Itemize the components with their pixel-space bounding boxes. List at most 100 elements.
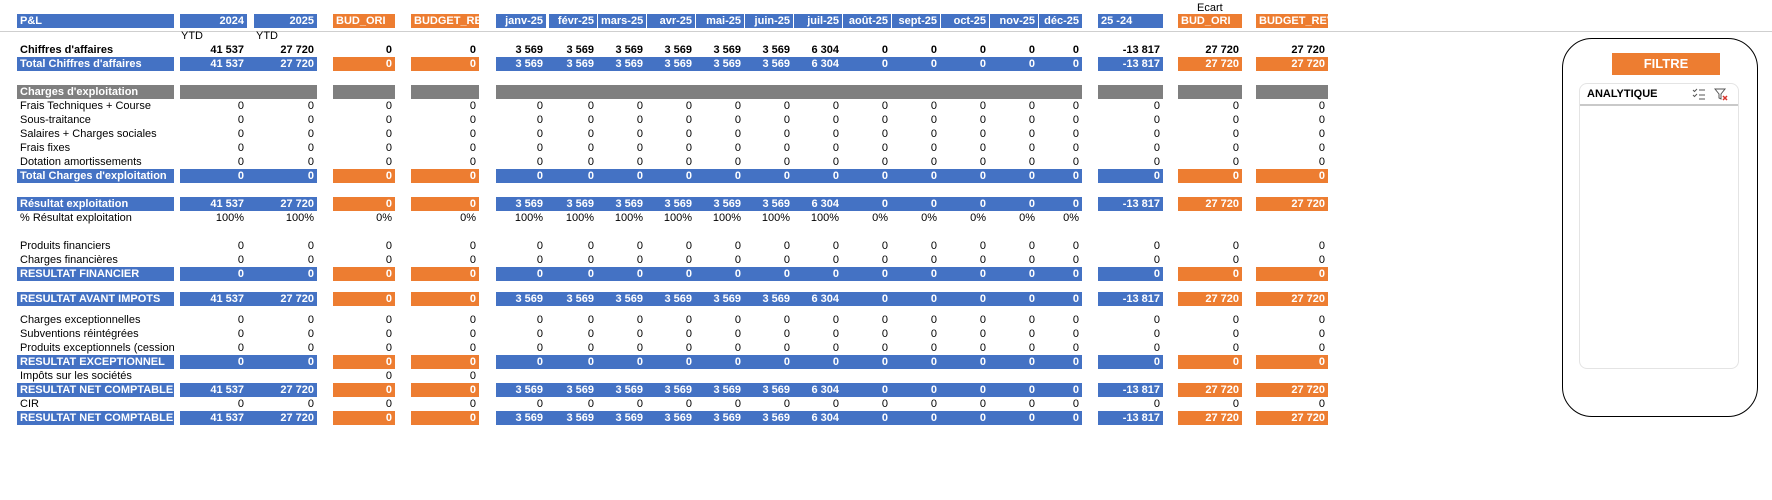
value-cell[interactable]: [843, 369, 891, 383]
value-cell[interactable]: 0%: [872, 212, 888, 224]
value-cell[interactable]: 0: [979, 342, 986, 354]
value-cell[interactable]: 0: [385, 398, 392, 410]
value-cell[interactable]: 27 720: [280, 293, 314, 305]
value-cell[interactable]: 0: [1072, 254, 1079, 266]
value-cell[interactable]: 0%: [921, 212, 937, 224]
value-cell[interactable]: 0: [587, 240, 594, 252]
value-cell[interactable]: 0: [1028, 170, 1035, 182]
value-cell[interactable]: 0: [881, 156, 888, 168]
value-cell[interactable]: 0: [237, 356, 244, 368]
value-cell[interactable]: 0: [832, 268, 839, 280]
value-cell[interactable]: 0: [307, 142, 314, 154]
value-cell[interactable]: 27 720: [280, 198, 314, 210]
value-cell[interactable]: 0: [1318, 254, 1325, 266]
value-cell[interactable]: 3 569: [615, 293, 643, 305]
value-cell[interactable]: 0: [685, 170, 692, 182]
value-cell[interactable]: 0: [237, 328, 244, 340]
value-cell[interactable]: 0: [832, 254, 839, 266]
value-cell[interactable]: 0: [469, 198, 476, 210]
value-cell[interactable]: 0: [1318, 356, 1325, 368]
value-cell[interactable]: 0: [930, 293, 937, 305]
value-cell[interactable]: 0: [1028, 293, 1035, 305]
value-cell[interactable]: 0: [385, 58, 392, 70]
column-header[interactable]: févr-25: [549, 14, 597, 28]
value-cell[interactable]: 0: [237, 100, 244, 112]
value-cell[interactable]: 0: [1072, 314, 1079, 326]
column-header[interactable]: janv-25: [496, 14, 546, 28]
value-cell[interactable]: -13 817: [1122, 44, 1160, 56]
value-cell[interactable]: 0: [469, 58, 476, 70]
value-cell[interactable]: 0: [536, 170, 543, 182]
value-cell[interactable]: 0: [307, 398, 314, 410]
value-cell[interactable]: 27 720: [1205, 44, 1239, 56]
value-cell[interactable]: 0: [1028, 398, 1035, 410]
value-cell[interactable]: 0: [685, 398, 692, 410]
value-cell[interactable]: 3 569: [566, 384, 594, 396]
value-cell[interactable]: 3 569: [515, 412, 543, 424]
value-cell[interactable]: 0: [587, 156, 594, 168]
value-cell[interactable]: 0: [881, 293, 888, 305]
value-cell[interactable]: 0: [1232, 328, 1239, 340]
value-cell[interactable]: 0: [1072, 198, 1079, 210]
value-cell[interactable]: 0: [930, 100, 937, 112]
value-cell[interactable]: 0: [469, 100, 476, 112]
value-cell[interactable]: 0: [734, 398, 741, 410]
value-cell[interactable]: [745, 369, 793, 383]
value-cell[interactable]: 0: [1072, 142, 1079, 154]
value-cell[interactable]: 0: [536, 356, 543, 368]
value-cell[interactable]: 0: [783, 240, 790, 252]
value-cell[interactable]: 6 304: [811, 58, 839, 70]
value-cell[interactable]: [180, 369, 247, 383]
value-cell[interactable]: 0: [636, 240, 643, 252]
value-cell[interactable]: 3 569: [615, 44, 643, 56]
value-cell[interactable]: 0: [1318, 398, 1325, 410]
value-cell[interactable]: 0: [1153, 128, 1160, 140]
value-cell[interactable]: 0: [979, 170, 986, 182]
value-cell[interactable]: 0: [385, 293, 392, 305]
value-cell[interactable]: 0: [1028, 142, 1035, 154]
value-cell[interactable]: 0: [881, 342, 888, 354]
value-cell[interactable]: 0: [783, 254, 790, 266]
value-cell[interactable]: 0: [237, 240, 244, 252]
value-cell[interactable]: 0: [1153, 342, 1160, 354]
value-cell[interactable]: 0: [536, 254, 543, 266]
value-cell[interactable]: 0: [685, 128, 692, 140]
value-cell[interactable]: 6 304: [811, 412, 839, 424]
value-cell[interactable]: -13 817: [1122, 412, 1160, 424]
value-cell[interactable]: 27 720: [1205, 198, 1239, 210]
value-cell[interactable]: 0: [1153, 268, 1160, 280]
value-cell[interactable]: 0: [930, 58, 937, 70]
value-cell[interactable]: 41 537: [210, 198, 244, 210]
column-header[interactable]: mai-25: [696, 14, 744, 28]
value-cell[interactable]: 0: [536, 156, 543, 168]
value-cell[interactable]: 0: [685, 314, 692, 326]
value-cell[interactable]: 0: [307, 170, 314, 182]
value-cell[interactable]: 0: [1072, 328, 1079, 340]
clear-filter-icon[interactable]: [1713, 87, 1728, 101]
value-cell[interactable]: 0: [881, 142, 888, 154]
value-cell[interactable]: 0: [1153, 100, 1160, 112]
value-cell[interactable]: 0: [385, 356, 392, 368]
value-cell[interactable]: 0: [685, 342, 692, 354]
value-cell[interactable]: 0: [783, 100, 790, 112]
value-cell[interactable]: 3 569: [515, 44, 543, 56]
value-cell[interactable]: 41 537: [210, 384, 244, 396]
value-cell[interactable]: 0%: [376, 212, 392, 224]
value-cell[interactable]: [549, 369, 597, 383]
value-cell[interactable]: 0: [636, 128, 643, 140]
column-header[interactable]: déc-25: [1039, 14, 1082, 28]
value-cell[interactable]: 0: [979, 142, 986, 154]
value-cell[interactable]: 0: [881, 356, 888, 368]
value-cell[interactable]: 27 720: [280, 384, 314, 396]
value-cell[interactable]: 0: [979, 412, 986, 424]
value-cell[interactable]: 0: [1318, 342, 1325, 354]
value-cell[interactable]: 0: [385, 314, 392, 326]
value-cell[interactable]: 0: [783, 342, 790, 354]
value-cell[interactable]: 0: [1318, 156, 1325, 168]
value-cell[interactable]: 0: [881, 254, 888, 266]
value-cell[interactable]: 0: [636, 328, 643, 340]
value-cell[interactable]: 0: [783, 128, 790, 140]
value-cell[interactable]: 0%: [970, 212, 986, 224]
column-header[interactable]: sept-25: [892, 14, 940, 28]
value-cell[interactable]: 0: [307, 342, 314, 354]
